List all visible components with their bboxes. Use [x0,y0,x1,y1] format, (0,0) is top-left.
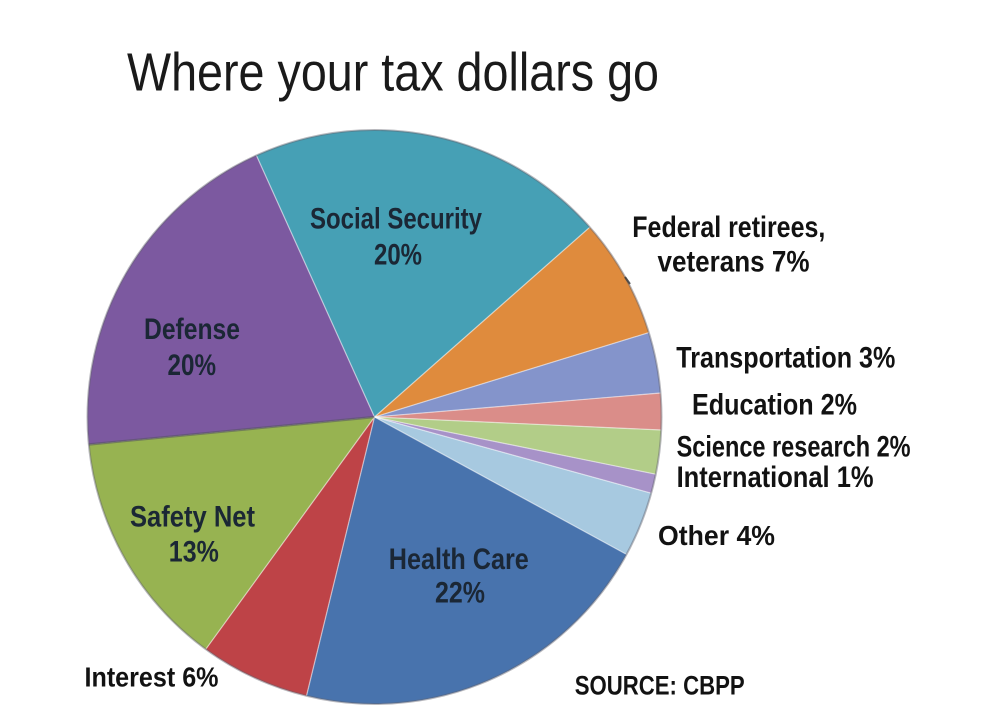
svg-text:13%: 13% [169,535,219,568]
svg-text:Education 2%: Education 2% [692,388,857,421]
svg-text:22%: 22% [435,577,485,610]
svg-text:SOURCE: CBPP: SOURCE: CBPP [575,671,745,701]
svg-text:20%: 20% [168,349,217,382]
svg-text:20%: 20% [374,238,422,271]
svg-text:Defense: Defense [144,313,240,346]
svg-text:International 1%: International 1% [677,461,874,494]
svg-text:Federal retirees,: Federal retirees, [632,211,825,244]
svg-text:veterans 7%: veterans 7% [658,246,810,279]
svg-text:Other 4%: Other 4% [658,520,775,551]
svg-text:Health Care: Health Care [389,543,529,576]
svg-text:Social Security: Social Security [310,203,482,236]
svg-text:Interest 6%: Interest 6% [85,661,219,692]
svg-text:Transportation 3%: Transportation 3% [676,342,895,375]
svg-text:Safety Net: Safety Net [130,500,255,533]
svg-text:Science research 2%: Science research 2% [677,430,911,463]
svg-text:Where your tax dollars go: Where your tax dollars go [127,43,659,103]
